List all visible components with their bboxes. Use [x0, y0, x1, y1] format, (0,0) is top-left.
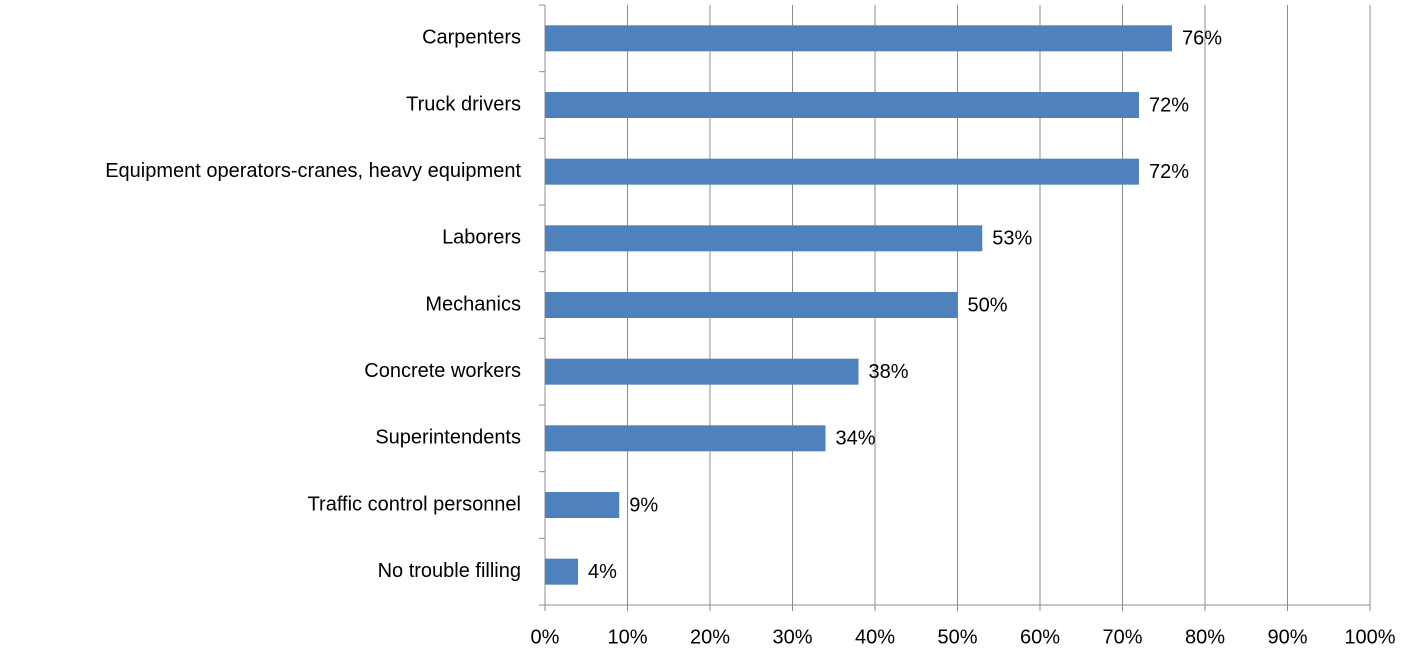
bar [545, 25, 1172, 52]
x-tick-label: 60% [1020, 626, 1060, 648]
x-tick-label: 80% [1185, 626, 1225, 648]
value-label: 34% [836, 428, 876, 450]
y-tick-label: Traffic control personnel [308, 493, 521, 515]
bar [545, 158, 1139, 185]
y-tick-label: Truck drivers [406, 93, 521, 115]
x-tick-label: 30% [772, 626, 812, 648]
bar [545, 558, 578, 585]
bar [545, 92, 1139, 118]
value-label: 72% [1149, 94, 1189, 116]
x-tick-label: 20% [690, 626, 730, 648]
value-label: 72% [1149, 161, 1189, 183]
value-label: 53% [992, 228, 1032, 250]
bar [545, 425, 826, 452]
y-tick-label: Mechanics [425, 293, 521, 315]
y-tick-label: Laborers [442, 227, 521, 249]
value-label: 38% [869, 361, 909, 383]
value-label: 4% [588, 561, 617, 583]
bar [545, 292, 958, 318]
x-tick-label: 10% [607, 626, 647, 648]
x-tick-label: 40% [855, 626, 895, 648]
bar [545, 358, 859, 385]
x-tick-label: 70% [1102, 626, 1142, 648]
bar [545, 492, 620, 518]
x-tick-label: 0% [531, 626, 560, 648]
y-tick-label: Equipment operators-cranes, heavy equipm… [105, 160, 521, 182]
y-tick-label: Superintendents [375, 427, 521, 449]
x-tick-label: 50% [937, 626, 977, 648]
value-label: 50% [968, 294, 1008, 316]
bar [545, 225, 983, 252]
x-tick-label: 100% [1344, 626, 1395, 648]
value-label: 76% [1182, 28, 1222, 50]
value-label: 9% [629, 494, 658, 516]
x-tick-label: 90% [1267, 626, 1307, 648]
y-tick-label: Carpenters [422, 27, 521, 49]
y-tick-label: No trouble filling [378, 560, 521, 582]
y-tick-label: Concrete workers [364, 360, 521, 382]
